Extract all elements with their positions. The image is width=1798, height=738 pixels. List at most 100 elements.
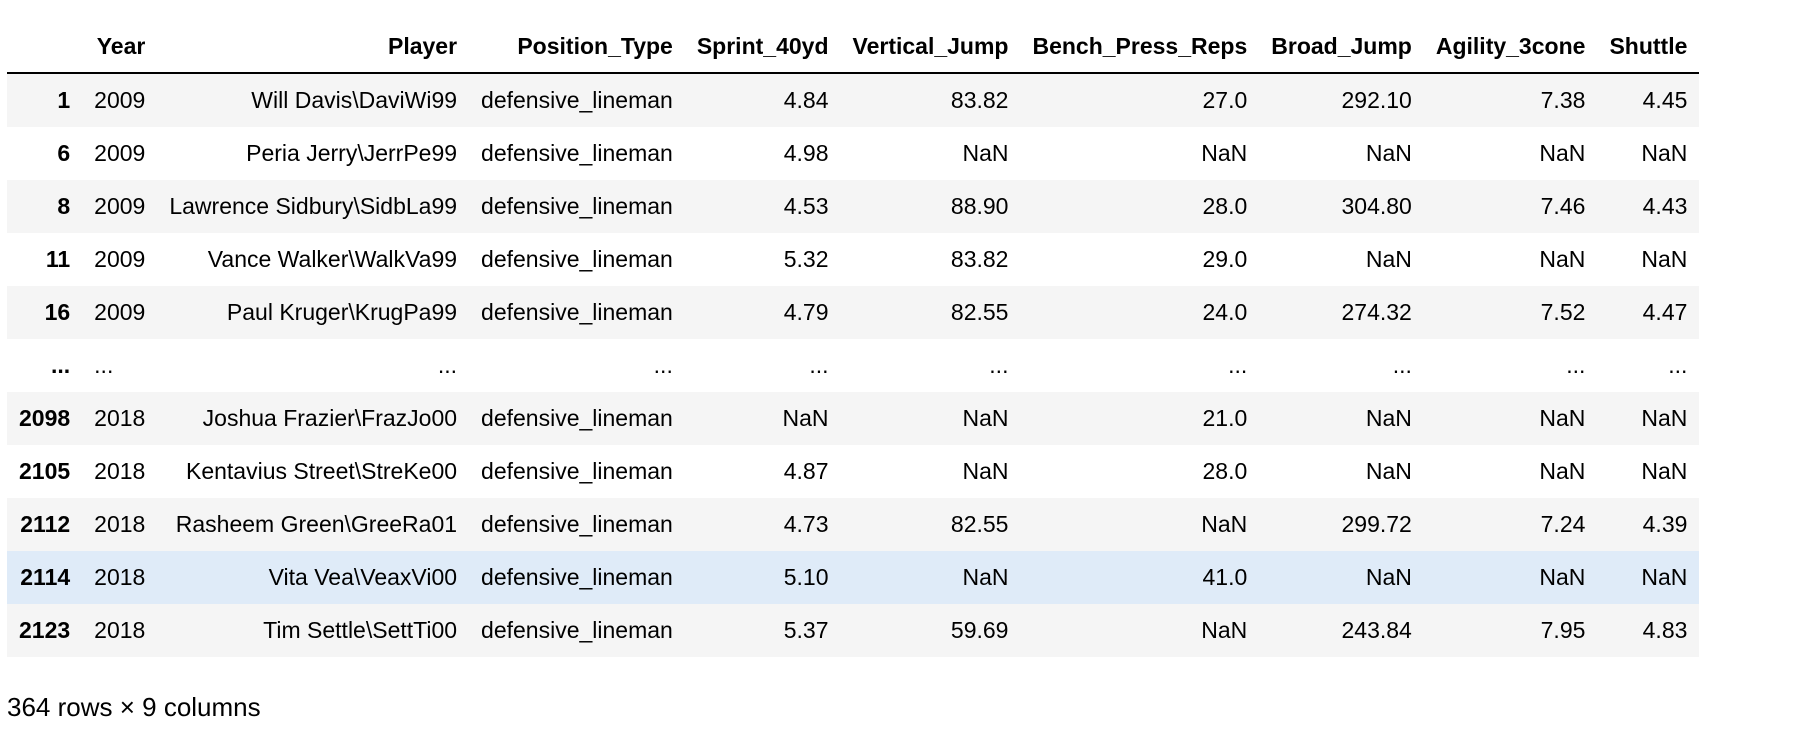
ellipsis-row[interactable]: .............................. <box>7 339 1700 392</box>
dataframe-output: Year Player Position_Type Sprint_40yd Vertic… <box>7 20 1700 657</box>
table-cell: NaN <box>1365 246 1412 272</box>
row-index: ... <box>51 352 71 378</box>
row-index: 1 <box>57 87 71 113</box>
table-cell: 4.73 <box>783 511 829 537</box>
table-cell: NaN <box>1641 405 1688 431</box>
index-header <box>7 20 83 74</box>
table-row[interactable]: 6 2009 Peria Jerry\JerrPe99 defensive_linem… <box>7 127 1700 180</box>
table-cell: NaN <box>1539 405 1586 431</box>
table-cell: 5.32 <box>783 246 829 272</box>
table-cell: 4.79 <box>783 299 829 325</box>
table-cell: defensive_lineman <box>481 140 673 166</box>
table-row[interactable]: 2114 2018 Vita Vea\VeaxVi00 defensive_linem… <box>7 551 1700 604</box>
table-cell: ... <box>1392 352 1412 378</box>
table-cell: 292.10 <box>1341 87 1412 113</box>
table-cell: NaN <box>1365 458 1412 484</box>
table-cell: NaN <box>1539 564 1586 590</box>
row-index: 6 <box>57 140 71 166</box>
table-row[interactable]: 8 2009 Lawrence Sidbury\SidbLa99 defensive_… <box>7 180 1700 233</box>
row-index: 16 <box>44 299 71 325</box>
table-cell: NaN <box>1641 458 1688 484</box>
row-index: 8 <box>57 193 71 219</box>
table-cell: Joshua Frazier\FrazJo00 <box>202 405 458 431</box>
table-cell: 82.55 <box>950 511 1009 537</box>
table-cell: 2018 <box>94 458 146 484</box>
table-cell: 83.82 <box>950 246 1009 272</box>
table-cell: NaN <box>1539 458 1586 484</box>
table-cell: 24.0 <box>1202 299 1248 325</box>
table-row[interactable]: 2123 2018 Tim Settle\SettTi00 defensive_lin… <box>7 604 1700 657</box>
table-cell: 2018 <box>94 617 146 643</box>
table-cell: 82.55 <box>950 299 1009 325</box>
table-cell: Lawrence Sidbury\SidbLa99 <box>169 193 458 219</box>
column-header: Shuttle <box>1597 20 1700 74</box>
table-cell: ... <box>94 352 114 378</box>
table-cell: ... <box>1668 352 1688 378</box>
table-cell: 4.47 <box>1642 299 1688 325</box>
table-cell: 2009 <box>94 299 146 325</box>
dataframe-table: Year Player Position_Type Sprint_40yd Vertic… <box>7 20 1700 657</box>
table-cell: 7.46 <box>1540 193 1586 219</box>
header-row: Year Player Position_Type Sprint_40yd Vertic… <box>7 20 1700 74</box>
column-header: Broad_Jump <box>1259 20 1424 74</box>
table-row[interactable]: 2105 2018 Kentavius Street\StreKe00 defensi… <box>7 445 1700 498</box>
table-row[interactable]: 2112 2018 Rasheem Green\GreeRa01 defensive_… <box>7 498 1700 551</box>
table-cell: Paul Kruger\KrugPa99 <box>226 299 458 325</box>
table-cell: 274.32 <box>1341 299 1412 325</box>
table-cell: ... <box>437 352 458 378</box>
table-cell: NaN <box>962 405 1009 431</box>
column-header: Position_Type <box>469 20 685 74</box>
table-cell: NaN <box>962 564 1009 590</box>
table-cell: Will Davis\DaviWi99 <box>251 87 458 113</box>
table-cell: 5.10 <box>783 564 829 590</box>
table-cell: 28.0 <box>1202 193 1248 219</box>
table-cell: Peria Jerry\JerrPe99 <box>246 140 458 166</box>
table-cell: 4.45 <box>1642 87 1688 113</box>
table-cell: NaN <box>1365 564 1412 590</box>
table-cell: NaN <box>1201 511 1248 537</box>
table-cell: NaN <box>782 405 829 431</box>
table-cell: 2009 <box>94 246 146 272</box>
table-cell: 7.95 <box>1540 617 1586 643</box>
table-cell: 2009 <box>94 193 146 219</box>
table-cell: 4.84 <box>783 87 829 113</box>
table-cell: 4.83 <box>1642 617 1688 643</box>
table-cell: NaN <box>1365 405 1412 431</box>
column-header: Sprint_40yd <box>684 20 841 74</box>
table-cell: 7.52 <box>1540 299 1586 325</box>
table-row[interactable]: 2098 2018 Joshua Frazier\FrazJo00 defensive… <box>7 392 1700 445</box>
table-row[interactable]: 11 2009 Vance Walker\WalkVa99 defensive_lin… <box>7 233 1700 286</box>
table-cell: Vita Vea\VeaxVi00 <box>268 564 458 590</box>
table-cell: defensive_lineman <box>481 246 673 272</box>
table-cell: defensive_lineman <box>481 511 673 537</box>
table-cell: 4.98 <box>783 140 829 166</box>
table-cell: 243.84 <box>1341 617 1412 643</box>
table-cell: ... <box>989 352 1009 378</box>
table-cell: defensive_lineman <box>481 564 673 590</box>
row-index: 2105 <box>19 458 71 484</box>
table-cell: defensive_lineman <box>481 299 673 325</box>
table-row[interactable]: 1 2009 Will Davis\DaviWi99 defensive_linema… <box>7 73 1700 127</box>
table-cell: defensive_lineman <box>481 405 673 431</box>
table-cell: defensive_lineman <box>481 193 673 219</box>
row-index: 2112 <box>20 511 71 537</box>
column-header: Bench_Press_Reps <box>1020 20 1260 74</box>
table-row[interactable]: 16 2009 Paul Kruger\KrugPa99 defensive_line… <box>7 286 1700 339</box>
table-cell: ... <box>1566 352 1586 378</box>
table-header: Year Player Position_Type Sprint_40yd Vertic… <box>7 20 1700 74</box>
table-cell: defensive_lineman <box>481 617 673 643</box>
table-cell: NaN <box>1201 140 1248 166</box>
table-cell: 4.43 <box>1642 193 1688 219</box>
table-cell: 7.38 <box>1540 87 1586 113</box>
table-cell: 59.69 <box>950 617 1009 643</box>
column-header: Player <box>157 20 470 74</box>
table-cell: defensive_lineman <box>481 87 673 113</box>
column-header: Vertical_Jump <box>840 20 1021 74</box>
table-cell: ... <box>809 352 829 378</box>
table-cell: NaN <box>1641 564 1688 590</box>
table-cell: 28.0 <box>1202 458 1248 484</box>
row-index: 11 <box>45 246 71 272</box>
row-index: 2114 <box>20 564 71 590</box>
table-cell: ... <box>653 352 673 378</box>
table-cell: 4.39 <box>1642 511 1688 537</box>
